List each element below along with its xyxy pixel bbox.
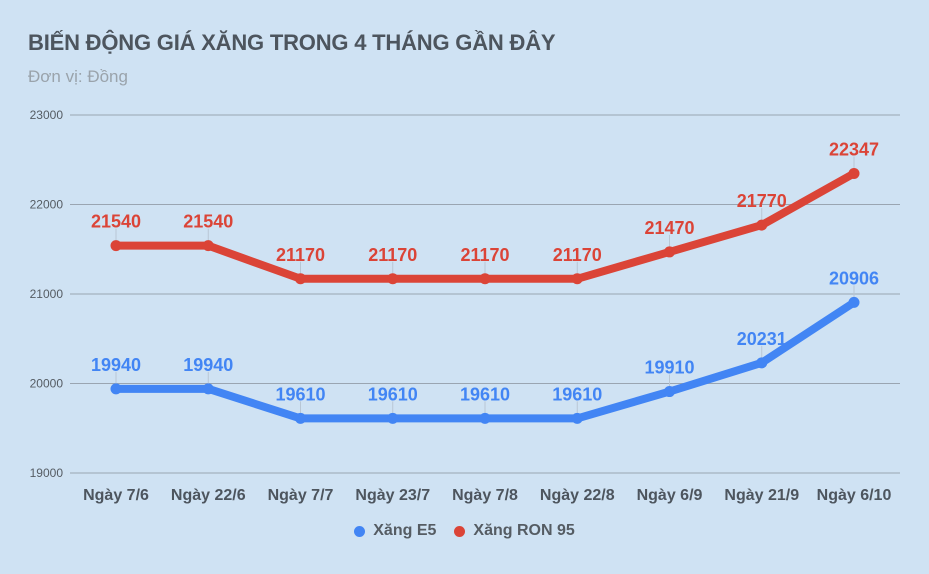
data-point[interactable] bbox=[756, 357, 768, 369]
data-label: 19610 bbox=[368, 384, 418, 404]
legend-label: Xăng E5 bbox=[373, 522, 437, 539]
x-tick-label: Ngày 6/9 bbox=[637, 487, 703, 504]
data-label: 21170 bbox=[553, 245, 602, 265]
legend-item-e5[interactable]: Xăng E5 bbox=[354, 522, 436, 540]
data-label: 19940 bbox=[91, 355, 141, 375]
legend-item-ron95[interactable]: Xăng RON 95 bbox=[454, 522, 575, 540]
x-tick-label: Ngày 7/6 bbox=[83, 487, 149, 504]
data-point[interactable] bbox=[202, 240, 214, 252]
x-tick-label: Ngày 6/10 bbox=[817, 487, 892, 504]
circle-dot-icon bbox=[454, 525, 466, 537]
data-label: 21170 bbox=[276, 245, 325, 265]
data-point[interactable] bbox=[848, 167, 860, 179]
data-label: 21170 bbox=[460, 245, 509, 265]
x-axis: Ngày 7/6 Ngày 22/6 Ngày 7/7 Ngày 23/7 Ngày 7… bbox=[83, 487, 891, 504]
x-tick-label: Ngày 7/8 bbox=[452, 487, 518, 504]
legend-label: Xăng RON 95 bbox=[473, 522, 575, 539]
x-tick-label: Ngày 21/9 bbox=[724, 487, 799, 504]
data-label: 21770 bbox=[737, 191, 787, 211]
chart-title: BIẾN ĐỘNG GIÁ XĂNG TRONG 4 THÁNG GẦN ĐÂY bbox=[28, 30, 556, 55]
x-tick-label: Ngày 22/6 bbox=[171, 487, 246, 504]
data-point[interactable] bbox=[664, 246, 675, 258]
data-point[interactable] bbox=[479, 273, 491, 285]
data-label: 19940 bbox=[183, 355, 233, 375]
data-label: 22347 bbox=[829, 139, 879, 159]
y-tick-label: 20000 bbox=[30, 377, 64, 391]
legend: Xăng E5 Xăng RON 95 bbox=[0, 522, 929, 540]
data-point[interactable] bbox=[387, 412, 399, 424]
data-label: 19610 bbox=[552, 384, 602, 404]
y-tick-label: 22000 bbox=[30, 198, 64, 212]
data-label: 19610 bbox=[275, 384, 325, 404]
data-point[interactable] bbox=[295, 273, 306, 285]
y-tick-label: 21000 bbox=[30, 287, 64, 301]
data-label: 19610 bbox=[460, 384, 510, 404]
data-label: 21540 bbox=[183, 212, 233, 232]
y-axis: 19000 20000 21000 22000 23000 bbox=[30, 108, 64, 480]
data-label: 20906 bbox=[829, 268, 879, 288]
x-tick-label: Ngày 23/7 bbox=[355, 487, 430, 504]
y-tick-label: 23000 bbox=[30, 108, 64, 122]
data-point[interactable] bbox=[387, 273, 399, 285]
data-point[interactable] bbox=[295, 412, 306, 424]
data-label: 21470 bbox=[644, 218, 694, 238]
data-point[interactable] bbox=[848, 296, 860, 308]
x-tick-label: Ngày 7/7 bbox=[268, 487, 334, 504]
y-tick-label: 19000 bbox=[30, 466, 64, 480]
series-lines: 19940 19940 19610 19610 19610 19610 19910 20231… bbox=[91, 139, 879, 424]
data-point[interactable] bbox=[571, 412, 583, 424]
data-point[interactable] bbox=[571, 273, 583, 285]
data-label: 21540 bbox=[91, 212, 141, 232]
data-point[interactable] bbox=[202, 383, 214, 395]
data-label: 20231 bbox=[737, 329, 787, 349]
data-point[interactable] bbox=[479, 412, 491, 424]
data-point[interactable] bbox=[110, 240, 122, 252]
data-point[interactable] bbox=[756, 219, 768, 231]
data-label: 21170 bbox=[368, 245, 417, 265]
data-point[interactable] bbox=[110, 383, 122, 395]
chart-subtitle: Đơn vị: Đồng bbox=[28, 67, 128, 86]
circle-dot-icon bbox=[354, 525, 366, 537]
x-tick-label: Ngày 22/8 bbox=[540, 487, 615, 504]
data-label: 19910 bbox=[644, 358, 694, 378]
data-point[interactable] bbox=[664, 386, 675, 398]
